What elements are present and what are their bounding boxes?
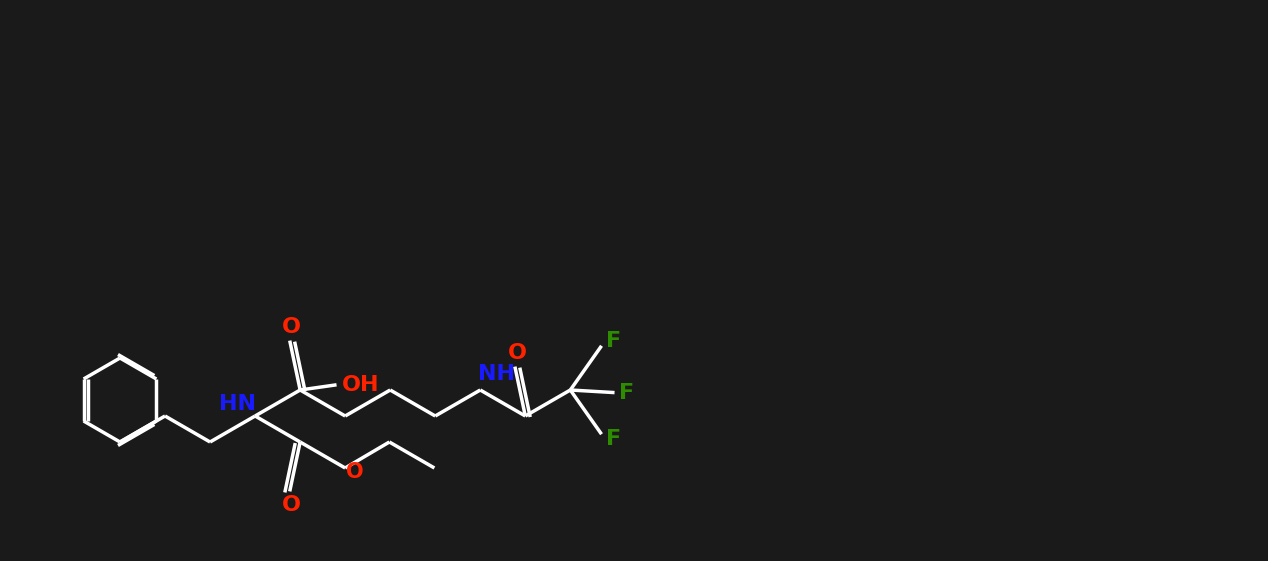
Text: F: F	[606, 331, 621, 351]
Text: O: O	[507, 343, 526, 362]
Text: HN: HN	[218, 394, 256, 414]
Text: F: F	[619, 383, 634, 403]
Text: F: F	[606, 429, 621, 449]
Text: O: O	[346, 462, 364, 482]
Text: OH: OH	[342, 375, 379, 395]
Text: O: O	[283, 316, 302, 337]
Text: O: O	[283, 495, 302, 516]
Text: NH: NH	[478, 364, 515, 384]
